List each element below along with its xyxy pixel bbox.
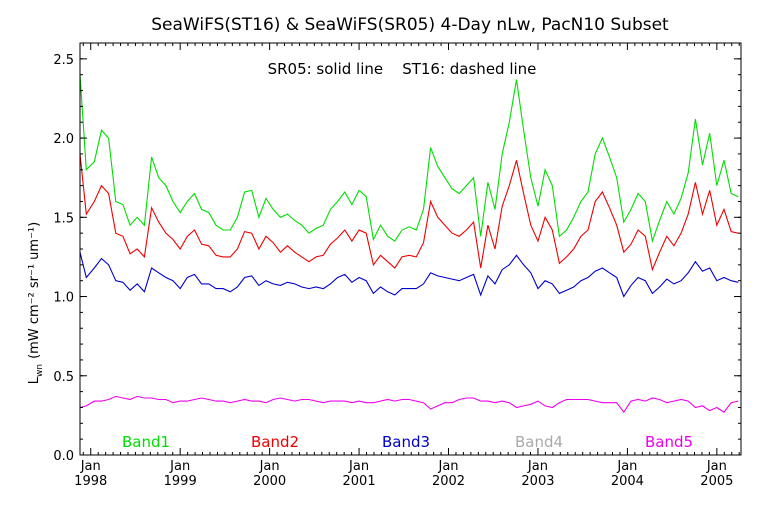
axes: 0.00.51.01.52.02.5Jan1998Jan1999Jan2000J… — [53, 42, 742, 489]
x-tick-year-label: 2005 — [700, 474, 733, 489]
x-tick-month-label: Jan — [437, 459, 458, 474]
y-tick-label: 2.0 — [53, 132, 74, 147]
series-line-band1 — [79, 74, 739, 244]
chart-title: SeaWiFS(ST16) & SeaWiFS(SR05) 4-Day nLw,… — [151, 15, 669, 35]
x-tick-month-label: Jan — [706, 459, 727, 474]
y-tick-label: 0.0 — [53, 449, 74, 464]
y-tick-label: 1.5 — [53, 211, 74, 226]
y-tick-label: 1.0 — [53, 291, 74, 306]
legend-item-band3: Band3 — [382, 433, 430, 451]
legend-item-band4: Band4 — [515, 433, 563, 451]
legend-item-band2: Band2 — [251, 433, 299, 451]
chart-subtitle: SR05: solid line ST16: dashed line — [268, 60, 537, 78]
plot-frame — [79, 42, 742, 456]
x-tick-year-label: 2003 — [521, 474, 554, 489]
legend: Band1 Band2 Band3 Band4 Band5 — [122, 433, 693, 451]
x-tick-month-label: Jan — [527, 459, 548, 474]
x-tick-month-label: Jan — [259, 459, 280, 474]
series-line-band5 — [79, 395, 739, 414]
y-axis-label-main: L — [27, 376, 42, 384]
x-tick-year-label: 1999 — [164, 474, 197, 489]
x-tick-year-label: 2001 — [343, 474, 376, 489]
y-axis-label-units: (mW cm⁻² sr⁻¹ um⁻¹) — [27, 222, 42, 359]
series-layer — [79, 74, 739, 414]
y-axis-label: Lwn (mW cm⁻² sr⁻¹ um⁻¹) — [27, 222, 45, 384]
y-axis-label-subscript: wn — [35, 364, 45, 377]
svg-text:Lwn(mW cm⁻² sr⁻¹ um⁻¹): Lwn (mW cm⁻² sr⁻¹ um⁻¹) — [27, 222, 45, 384]
y-tick-label: 0.5 — [53, 370, 74, 385]
x-tick-year-label: 1998 — [74, 474, 107, 489]
x-tick-month-label: Jan — [80, 459, 101, 474]
series-line-band3 — [79, 252, 739, 298]
x-tick-month-label: Jan — [348, 459, 369, 474]
x-tick-month-label: Jan — [616, 459, 637, 474]
x-tick-year-label: 2000 — [253, 474, 286, 489]
legend-item-band1: Band1 — [122, 433, 170, 451]
x-tick-month-label: Jan — [169, 459, 190, 474]
y-tick-label: 2.5 — [53, 53, 74, 68]
legend-item-band5: Band5 — [645, 433, 693, 451]
x-tick-year-label: 2002 — [432, 474, 465, 489]
series-line-band2 — [79, 153, 739, 272]
x-tick-year-label: 2004 — [611, 474, 644, 489]
